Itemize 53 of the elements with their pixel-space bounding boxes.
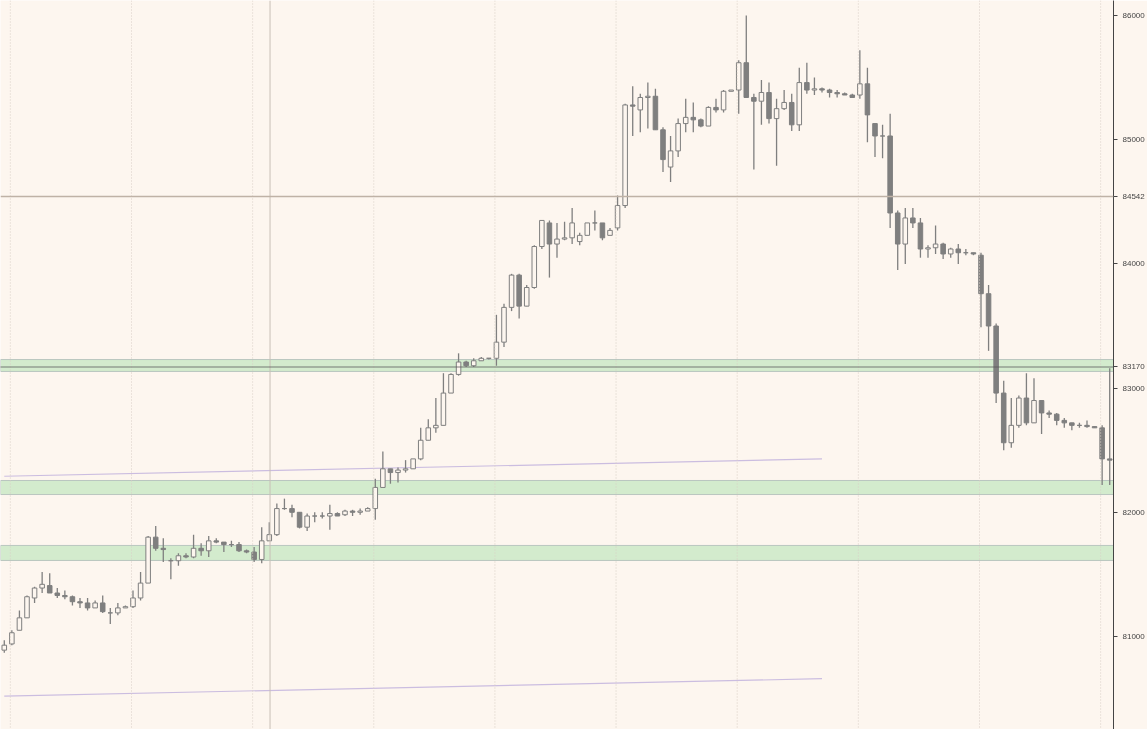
candlestick (455, 352, 462, 377)
candlestick (327, 504, 333, 531)
candlestick (834, 89, 840, 99)
candlestick (152, 525, 159, 552)
candlestick (448, 372, 454, 394)
candlestick (804, 62, 810, 95)
candlestick (24, 594, 30, 619)
candlestick (667, 135, 674, 183)
candlestick (1106, 367, 1113, 486)
candlestick (137, 571, 144, 602)
candlestick (857, 49, 863, 100)
candlestick (569, 207, 575, 245)
candlestick (773, 98, 780, 167)
candlestick (1084, 419, 1090, 429)
candlestick (433, 397, 439, 434)
candlestick (258, 526, 265, 564)
candlestick (46, 572, 53, 594)
y-tick-label: 81000 (1122, 631, 1146, 641)
candlestick (751, 93, 757, 171)
candlestick (705, 105, 712, 127)
candlestick (380, 450, 386, 489)
y-tick-label: 84000 (1122, 259, 1146, 269)
candlestick (758, 79, 765, 126)
candlestick (781, 89, 787, 111)
candlestick (425, 418, 432, 441)
candlestick (198, 542, 204, 557)
candlestick (910, 207, 916, 229)
candlestick (417, 427, 424, 461)
y-tick-label: 86000 (1122, 11, 1146, 21)
candlestick (546, 219, 553, 279)
candlestick (77, 597, 83, 609)
candlestick (554, 222, 560, 259)
y-tick-label: 82000 (1122, 507, 1146, 517)
candlestick (1031, 377, 1037, 424)
candlestick (16, 609, 23, 631)
candlestick (160, 537, 167, 563)
candlestick (925, 244, 931, 259)
candlestick (1046, 409, 1052, 419)
y-tick-label: 85000 (1122, 135, 1146, 145)
candlestick (713, 98, 719, 114)
ref-line-label: 84542 (1122, 192, 1146, 202)
candlestick (39, 571, 45, 594)
candlestick (879, 124, 886, 159)
ref-line-label: 83170 (1122, 362, 1146, 372)
candlestick (395, 466, 401, 484)
candlestick (872, 122, 878, 158)
candlestick (1038, 399, 1045, 435)
y-tick-label: 83000 (1122, 383, 1146, 393)
candlestick (221, 541, 227, 553)
candlestick (720, 89, 727, 114)
candlestick (645, 81, 651, 130)
candlestick (62, 589, 68, 600)
candlestick (932, 224, 939, 255)
